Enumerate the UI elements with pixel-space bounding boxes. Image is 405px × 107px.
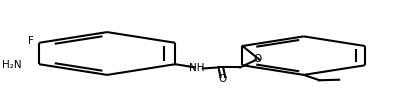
Text: O: O [253,54,261,64]
Text: H₂N: H₂N [2,60,21,70]
Text: F: F [28,36,34,46]
Text: O: O [218,74,226,84]
Text: NH: NH [189,63,204,74]
